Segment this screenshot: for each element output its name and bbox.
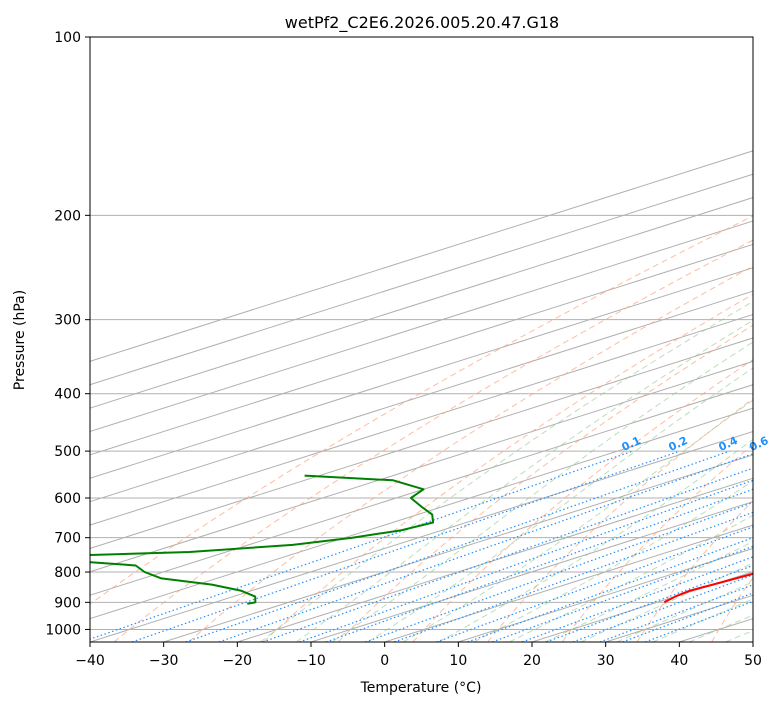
dry-adiabat-line (337, 324, 753, 642)
background-lines (90, 37, 753, 642)
mixing-ratio-line (492, 545, 753, 642)
isotherm-line (90, 150, 753, 362)
y-tick-label: 800 (54, 565, 81, 581)
dry-adiabat-line (188, 265, 753, 642)
moist-adiabat-line (296, 319, 753, 642)
moist-adiabat-line (509, 514, 753, 642)
mixing-ratio-line (467, 537, 753, 642)
x-tick-label: 40 (670, 653, 688, 669)
dry-adiabat-line (90, 215, 753, 605)
isotherm-line (163, 454, 753, 642)
x-tick-label: 50 (744, 653, 762, 669)
x-tick-label: −30 (149, 653, 179, 669)
isotherm-line (237, 477, 753, 642)
chart-title: wetPf2_C2E6.2026.005.20.47.G18 (285, 13, 559, 33)
moist-adiabat-line (331, 341, 753, 642)
y-tick-label: 500 (54, 444, 81, 460)
dry-adiabat-line (487, 398, 753, 642)
y-tick-label: 400 (54, 387, 81, 403)
moist-adiabat-line (402, 399, 753, 642)
isotherm-line (90, 220, 753, 433)
x-tick-label: 10 (449, 653, 467, 669)
isotherm-line (90, 337, 753, 549)
data-lines (90, 474, 753, 605)
moist-adiabat-line (438, 438, 753, 642)
isotherm-line (90, 173, 753, 386)
y-tick-label: 100 (54, 30, 81, 46)
mixing-ratio-line (436, 526, 753, 642)
isotherm-line (90, 197, 753, 409)
moist-adiabat-line (473, 480, 753, 642)
isotherm-line (310, 501, 753, 642)
y-tick-label: 200 (54, 208, 81, 224)
mixing-ratio-line (90, 450, 633, 640)
axis-ticks: −40 −30 −20 −10 0 10 20 30 40 50 100 200 300 400 500 60… (45, 30, 762, 669)
isotherm-line (90, 407, 753, 620)
y-tick-label: 1000 (45, 622, 81, 638)
y-tick-label: 900 (54, 595, 81, 611)
isotherm-line (90, 314, 753, 526)
x-tick-label: −10 (296, 653, 326, 669)
x-tick-label: −20 (223, 653, 253, 669)
y-tick-label: 600 (54, 491, 81, 507)
isotherm-line (90, 384, 753, 596)
dry-adiabat-line (113, 239, 753, 642)
dewpoint-line (90, 474, 435, 556)
mixing-ratio-line (131, 450, 680, 642)
dry-adiabat-line (263, 293, 753, 642)
x-tick-label: 0 (380, 653, 389, 669)
moist-adiabat-line (580, 562, 753, 642)
moist-adiabat-line (616, 581, 753, 642)
mixing-ratio-line (393, 511, 753, 642)
isotherm-line (90, 360, 753, 573)
x-tick-label: −40 (75, 653, 105, 669)
x-tick-label: 30 (597, 653, 615, 669)
isotherm-line (90, 290, 753, 503)
dry-adiabat-line (636, 500, 753, 642)
mixing-ratio-line (299, 479, 753, 642)
dry-adiabat-line (561, 443, 753, 642)
x-tick-label: 20 (523, 653, 541, 669)
y-tick-label: 300 (54, 313, 81, 329)
isotherm-line (90, 430, 753, 642)
x-axis-label: Temperature (°C) (360, 680, 482, 696)
mixing-ratio-line (185, 450, 730, 642)
isotherm-line (384, 524, 753, 642)
y-tick-label: 700 (54, 531, 81, 547)
isotherm-line (90, 267, 753, 479)
y-axis-label: Pressure (hPa) (12, 290, 28, 390)
dewpoint-line (90, 561, 257, 605)
plot-frame (89, 36, 754, 643)
isotherm-line (90, 243, 753, 456)
